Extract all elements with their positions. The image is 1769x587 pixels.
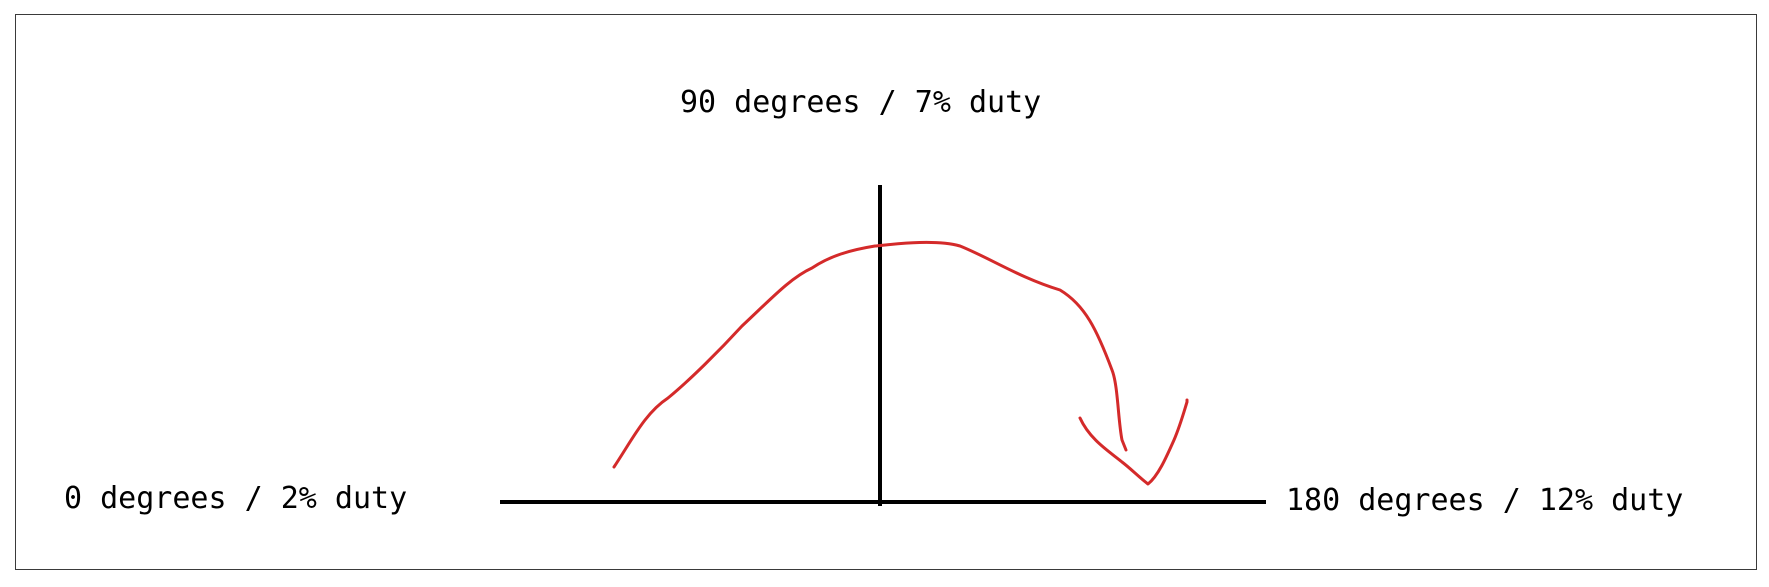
rotation-arc — [612, 240, 1128, 469]
label-90-degrees: 90 degrees / 7% duty — [680, 85, 1042, 120]
diagram-frame — [15, 14, 1757, 570]
label-0-degrees: 0 degrees / 2% duty — [64, 481, 408, 516]
label-180-degrees: 180 degrees / 12% duty — [1286, 483, 1684, 518]
arrowhead-icon — [1078, 398, 1189, 486]
